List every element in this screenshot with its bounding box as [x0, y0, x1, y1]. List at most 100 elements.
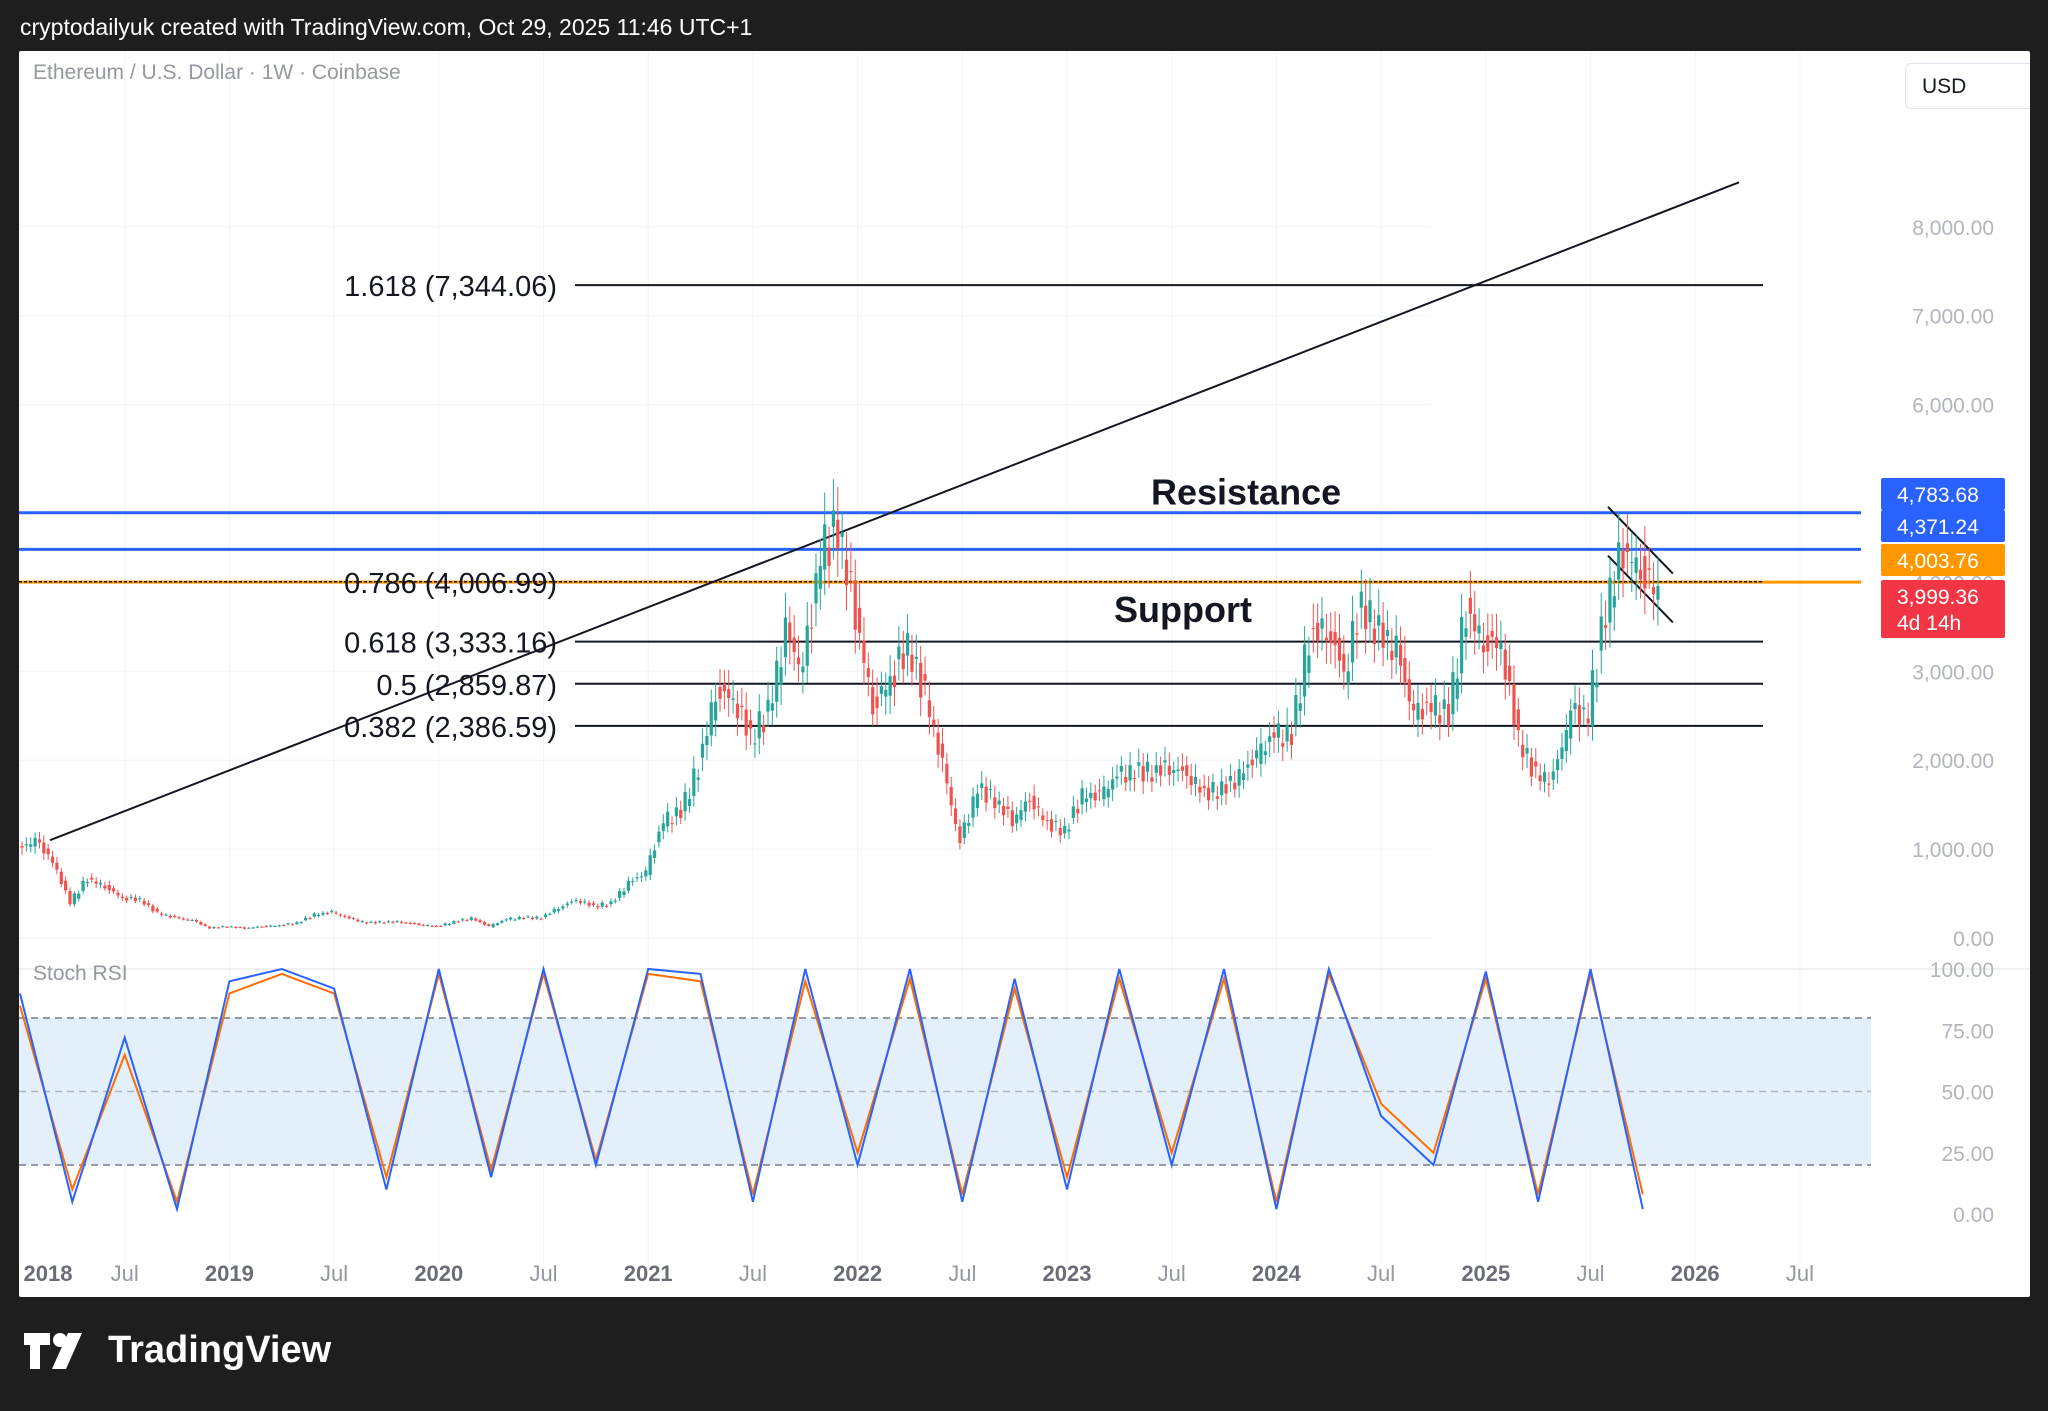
time-tick-label: Jul	[1576, 1261, 1604, 1286]
candle-body	[696, 777, 700, 780]
price-tick-label: 2,000.00	[1912, 750, 1994, 773]
candle-body	[1237, 768, 1241, 786]
candle-body	[753, 743, 757, 745]
candle-body	[216, 927, 220, 929]
currency-button[interactable]: USD	[1905, 63, 2030, 109]
candle-body	[644, 870, 648, 877]
candle-body	[1481, 645, 1486, 653]
candle-body	[160, 913, 164, 915]
candle-body	[958, 826, 962, 844]
candle-body	[1556, 759, 1560, 771]
candle-body	[443, 923, 447, 926]
candle-body	[1176, 769, 1180, 771]
candle-body	[1250, 759, 1254, 766]
candle-body	[1433, 695, 1438, 716]
candle-body	[482, 921, 487, 925]
candle-body	[1529, 757, 1534, 777]
candle-body	[932, 719, 936, 725]
candle-body	[740, 705, 744, 708]
candle-body	[1019, 810, 1023, 820]
candle-body	[452, 921, 456, 924]
candle-body	[1425, 701, 1429, 703]
candle-body	[810, 627, 814, 629]
candle-body	[709, 702, 713, 736]
candle-body	[20, 846, 24, 848]
time-tick-label: 2018	[24, 1261, 73, 1286]
candle-body	[1595, 682, 1599, 688]
price-tick-label: 0.00	[1953, 928, 1994, 951]
candle-body	[238, 927, 242, 929]
candle-body	[303, 917, 308, 921]
candle-body	[779, 667, 783, 685]
candle-body	[648, 855, 652, 876]
candle-body	[905, 633, 910, 656]
candle-body	[744, 709, 748, 736]
candle-body	[923, 674, 927, 681]
candle-body	[1010, 810, 1014, 827]
fib-label: 0.5 (2,859.87)	[376, 670, 557, 702]
candle-body	[1337, 637, 1342, 661]
candle-body	[1001, 805, 1006, 816]
candle-body	[1006, 806, 1010, 809]
candle-body	[1154, 765, 1158, 773]
candle-body	[945, 763, 949, 784]
candle-body	[735, 703, 740, 719]
candle-body	[399, 921, 404, 923]
stoch-axis: 100.00 75.00 50.00 25.00 0.00	[1930, 959, 1994, 1227]
candle-body	[727, 689, 731, 699]
candle-body	[478, 920, 482, 923]
stoch-tick-label: 25.00	[1941, 1143, 1994, 1166]
candle-body	[827, 547, 831, 566]
candle-body	[1525, 748, 1529, 754]
candle-body	[639, 876, 644, 878]
candle-body	[613, 900, 617, 902]
candle-body	[330, 911, 334, 913]
candle-body	[164, 914, 168, 916]
time-tick-label: 2022	[833, 1261, 882, 1286]
candle-body	[133, 897, 138, 902]
fib-label: 0.382 (2,386.59)	[344, 712, 557, 744]
candle-body	[190, 919, 194, 921]
candle-body	[77, 893, 81, 899]
candle-body	[1364, 605, 1368, 629]
candle-body	[421, 924, 425, 926]
candle-body	[1346, 671, 1350, 684]
candle-body	[587, 902, 591, 906]
candle-body	[949, 787, 953, 806]
candle-body	[683, 791, 687, 812]
price-tick-label: 7,000.00	[1912, 306, 1994, 329]
candle-body	[325, 912, 329, 914]
candle-body	[836, 519, 840, 549]
candle-body	[1324, 637, 1328, 641]
time-tick-label: 2025	[1461, 1261, 1510, 1286]
candle-body	[788, 622, 792, 641]
tradingview-logo[interactable]: TradingView	[22, 1329, 331, 1372]
candle-body	[1316, 622, 1320, 642]
candle-body	[849, 571, 853, 573]
time-tick-label: Jul	[1367, 1261, 1395, 1286]
time-tick-label: Jul	[529, 1261, 557, 1286]
candle-body	[766, 699, 770, 712]
symbol-title[interactable]: Ethereum / U.S. Dollar · 1W · Coinbase	[33, 61, 401, 84]
candle-body	[177, 917, 181, 919]
candle-body	[1508, 665, 1512, 682]
candle-body	[1429, 702, 1433, 712]
candle-body	[1438, 715, 1442, 724]
candle-body	[369, 921, 373, 923]
stoch-k-line	[19, 965, 1644, 1213]
price-tag-label: 3,999.36	[1897, 586, 1979, 609]
candle-body	[919, 662, 923, 698]
candle-body	[59, 871, 63, 885]
candle-body	[814, 573, 818, 604]
candle-body	[334, 912, 338, 914]
candle-body	[552, 909, 556, 913]
indicator-title[interactable]: Stoch RSI	[33, 962, 128, 985]
chart-panel[interactable]: 1.618 (7,344.06) 0.786 (4,006.99) 0.618 (3…	[19, 51, 2030, 1297]
candle-body	[1106, 789, 1110, 798]
candle-body	[652, 850, 657, 858]
time-tick-label: Jul	[948, 1261, 976, 1286]
tradingview-logo-icon	[24, 1332, 82, 1369]
price-chart[interactable]: 1.618 (7,344.06) 0.786 (4,006.99) 0.618 (3…	[19, 51, 2030, 1297]
candle-body	[1128, 765, 1132, 781]
candle-body	[42, 842, 46, 854]
